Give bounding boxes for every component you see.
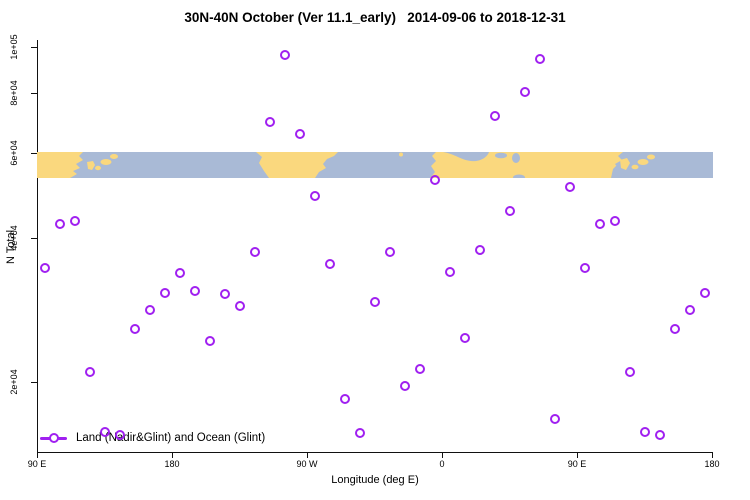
data-point-marker — [639, 427, 650, 438]
data-point-marker — [564, 182, 575, 193]
x-tick-label: 180 — [704, 459, 720, 469]
data-point-marker — [114, 429, 125, 440]
data-point-marker — [609, 215, 620, 226]
y-tick-label: 6e+04 — [9, 140, 19, 166]
x-tick-label: 90 E — [567, 459, 587, 469]
legend-line-sample — [40, 433, 67, 443]
data-point-marker — [504, 205, 515, 216]
data-point-marker — [54, 218, 65, 229]
data-point-marker — [339, 394, 350, 405]
y-axis-line — [37, 40, 38, 453]
data-point-marker — [309, 190, 320, 201]
x-tick-label: 90 W — [296, 459, 318, 469]
x-tick-label: 0 — [439, 459, 445, 469]
caspian-sea — [512, 153, 520, 163]
x-tick-mark — [37, 453, 38, 458]
data-point-marker — [669, 323, 680, 334]
x-tick-mark — [442, 453, 443, 458]
data-point-marker — [579, 262, 590, 273]
data-point-marker — [414, 363, 425, 374]
y-tick-mark — [31, 381, 37, 383]
x-tick-label: 180 — [164, 459, 180, 469]
x-tick-label: 90 E — [27, 459, 47, 469]
data-point-marker — [684, 305, 695, 316]
data-point-marker — [144, 305, 155, 316]
y-tick-label: 1e+05 — [9, 34, 19, 60]
data-point-marker — [429, 174, 440, 185]
black-sea — [495, 152, 507, 159]
japan-islands-west — [95, 154, 118, 171]
x-tick-mark — [712, 453, 713, 458]
data-point-marker — [264, 117, 275, 128]
land-north-america — [256, 152, 338, 178]
data-point-marker — [624, 366, 635, 377]
data-point-marker — [399, 381, 410, 391]
korea-peninsula-east — [620, 158, 630, 170]
data-point-marker — [99, 427, 110, 438]
data-point-marker — [204, 336, 215, 347]
data-point-marker — [534, 53, 545, 64]
y-tick-label: 8e+04 — [9, 80, 19, 107]
data-point-marker — [249, 247, 260, 258]
data-point-marker — [594, 218, 605, 229]
data-point-marker — [549, 414, 560, 425]
data-point-marker — [279, 50, 290, 61]
x-axis-title: Longitude (deg E) — [331, 474, 419, 486]
data-point-marker — [519, 87, 530, 98]
x-tick-mark — [307, 453, 308, 458]
data-point-marker — [369, 296, 380, 307]
data-point-marker — [174, 268, 185, 279]
data-point-marker — [39, 262, 50, 273]
legend: Land (Nadir&Glint) and Ocean (Glint) — [40, 432, 265, 444]
map-band — [37, 152, 713, 178]
korea-peninsula-west — [87, 161, 95, 170]
data-point-marker — [699, 287, 710, 298]
atlantic-island-dot — [399, 152, 403, 157]
y-tick-label: 2e+04 — [9, 369, 19, 395]
data-point-marker — [474, 244, 485, 255]
data-point-marker — [234, 300, 245, 311]
persian-gulf — [513, 174, 525, 178]
data-point-marker — [444, 267, 455, 278]
y-tick-mark — [31, 47, 37, 48]
data-point-marker — [219, 289, 230, 300]
data-point-marker — [294, 129, 305, 140]
y-tick-mark — [31, 93, 37, 95]
mediterranean-sea — [443, 152, 489, 162]
data-point-marker — [654, 429, 665, 440]
data-point-marker — [84, 366, 95, 377]
y-tick-mark — [31, 237, 37, 239]
data-point-marker — [189, 286, 200, 297]
data-point-marker — [159, 287, 170, 298]
legend-open-circle-icon — [48, 433, 59, 443]
japan-islands-east — [631, 154, 655, 170]
x-axis-line — [37, 452, 713, 453]
x-tick-mark — [577, 453, 578, 458]
data-point-marker — [459, 332, 470, 343]
land-asia-west — [37, 152, 83, 178]
data-point-marker — [384, 247, 395, 258]
data-point-marker — [354, 428, 365, 439]
y-axis-title: N Total — [5, 229, 17, 265]
data-point-marker — [69, 215, 80, 226]
chart-title: 30N-40N October (Ver 11.1_early) 2014-09… — [184, 10, 566, 25]
data-point-marker — [129, 323, 140, 334]
data-point-marker — [324, 259, 335, 270]
x-tick-mark — [172, 453, 173, 458]
y-tick-mark — [31, 153, 37, 155]
data-point-marker — [489, 110, 500, 121]
